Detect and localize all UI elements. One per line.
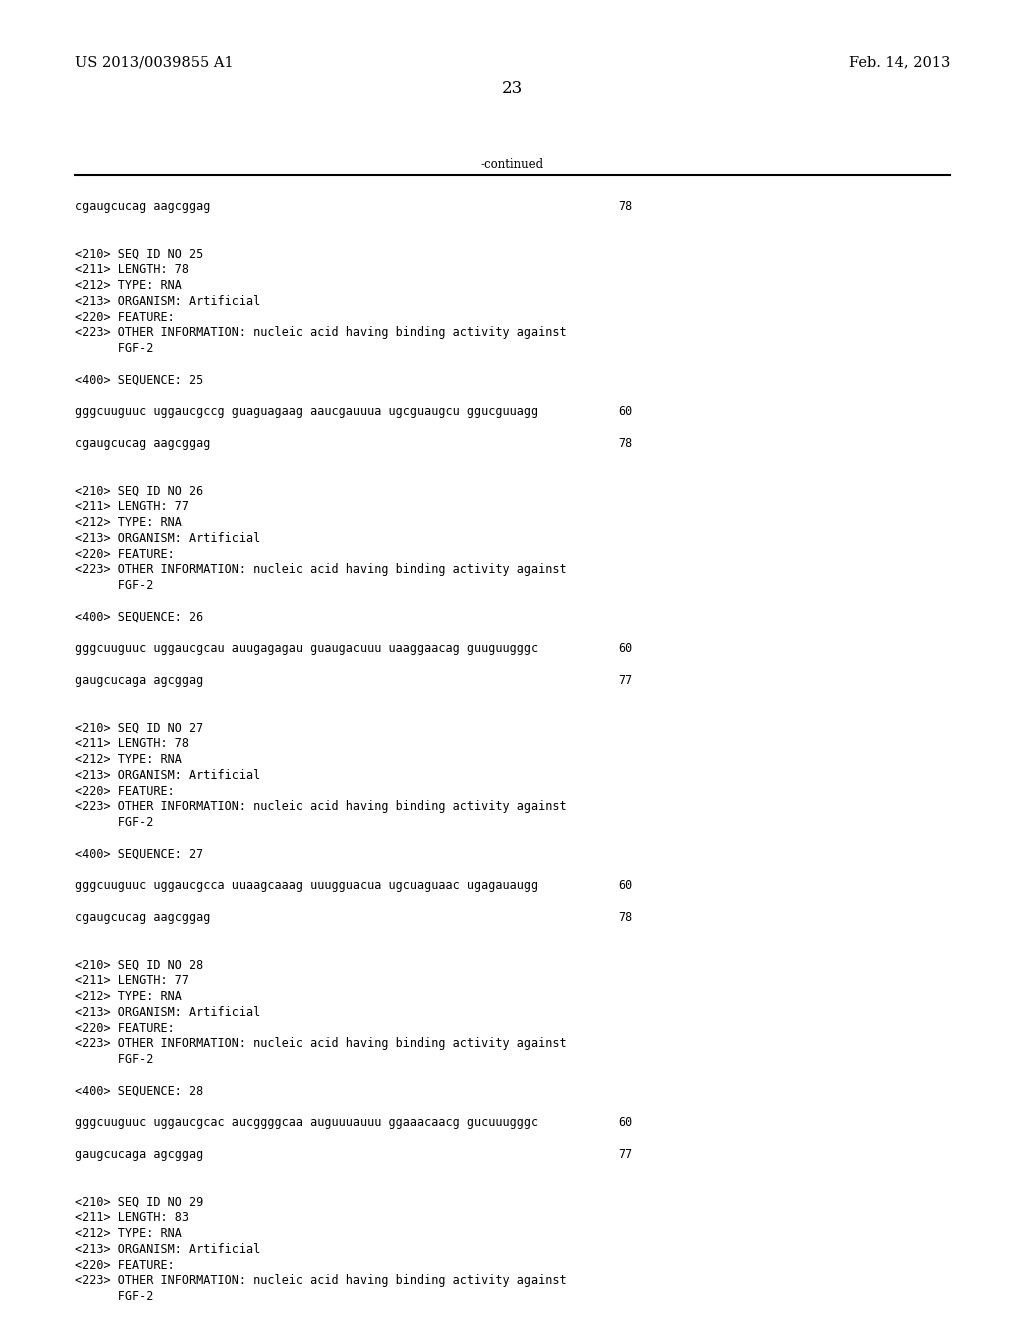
Text: <220> FEATURE:: <220> FEATURE: bbox=[75, 548, 175, 561]
Text: 78: 78 bbox=[618, 911, 632, 924]
Text: 60: 60 bbox=[618, 643, 632, 656]
Text: <400> SEQUENCE: 26: <400> SEQUENCE: 26 bbox=[75, 611, 203, 624]
Text: gggcuuguuc uggaucgccg guaguagaag aaucgauuua ugcguaugcu ggucguuagg: gggcuuguuc uggaucgccg guaguagaag aaucgau… bbox=[75, 405, 539, 418]
Text: gaugcucaga agcggag: gaugcucaga agcggag bbox=[75, 675, 203, 686]
Text: Feb. 14, 2013: Feb. 14, 2013 bbox=[849, 55, 950, 69]
Text: <220> FEATURE:: <220> FEATURE: bbox=[75, 1022, 175, 1035]
Text: <210> SEQ ID NO 29: <210> SEQ ID NO 29 bbox=[75, 1196, 203, 1208]
Text: <211> LENGTH: 83: <211> LENGTH: 83 bbox=[75, 1212, 189, 1224]
Text: <211> LENGTH: 77: <211> LENGTH: 77 bbox=[75, 974, 189, 987]
Text: 60: 60 bbox=[618, 1117, 632, 1130]
Text: gggcuuguuc uggaucgcac aucggggcaa auguuuauuu ggaaacaacg gucuuugggc: gggcuuguuc uggaucgcac aucggggcaa auguuua… bbox=[75, 1117, 539, 1130]
Text: <211> LENGTH: 77: <211> LENGTH: 77 bbox=[75, 500, 189, 513]
Text: FGF-2: FGF-2 bbox=[75, 1053, 154, 1067]
Text: 77: 77 bbox=[618, 1148, 632, 1162]
Text: <212> TYPE: RNA: <212> TYPE: RNA bbox=[75, 752, 182, 766]
Text: <223> OTHER INFORMATION: nucleic acid having binding activity against: <223> OTHER INFORMATION: nucleic acid ha… bbox=[75, 1038, 566, 1051]
Text: 77: 77 bbox=[618, 675, 632, 686]
Text: <213> ORGANISM: Artificial: <213> ORGANISM: Artificial bbox=[75, 294, 260, 308]
Text: <212> TYPE: RNA: <212> TYPE: RNA bbox=[75, 279, 182, 292]
Text: FGF-2: FGF-2 bbox=[75, 1290, 154, 1303]
Text: <212> TYPE: RNA: <212> TYPE: RNA bbox=[75, 516, 182, 529]
Text: <210> SEQ ID NO 28: <210> SEQ ID NO 28 bbox=[75, 958, 203, 972]
Text: <212> TYPE: RNA: <212> TYPE: RNA bbox=[75, 990, 182, 1003]
Text: <212> TYPE: RNA: <212> TYPE: RNA bbox=[75, 1228, 182, 1239]
Text: FGF-2: FGF-2 bbox=[75, 816, 154, 829]
Text: gggcuuguuc uggaucgcau auugagagau guaugacuuu uaaggaacag guuguugggc: gggcuuguuc uggaucgcau auugagagau guaugac… bbox=[75, 643, 539, 656]
Text: cgaugcucag aagcggag: cgaugcucag aagcggag bbox=[75, 911, 210, 924]
Text: gggcuuguuc uggaucgcca uuaagcaaag uuugguacua ugcuaguaac ugagauaugg: gggcuuguuc uggaucgcca uuaagcaaag uuuggua… bbox=[75, 879, 539, 892]
Text: 78: 78 bbox=[618, 437, 632, 450]
Text: <400> SEQUENCE: 27: <400> SEQUENCE: 27 bbox=[75, 847, 203, 861]
Text: cgaugcucag aagcggag: cgaugcucag aagcggag bbox=[75, 201, 210, 213]
Text: <211> LENGTH: 78: <211> LENGTH: 78 bbox=[75, 263, 189, 276]
Text: <213> ORGANISM: Artificial: <213> ORGANISM: Artificial bbox=[75, 768, 260, 781]
Text: <223> OTHER INFORMATION: nucleic acid having binding activity against: <223> OTHER INFORMATION: nucleic acid ha… bbox=[75, 800, 566, 813]
Text: <210> SEQ ID NO 26: <210> SEQ ID NO 26 bbox=[75, 484, 203, 498]
Text: <210> SEQ ID NO 25: <210> SEQ ID NO 25 bbox=[75, 247, 203, 260]
Text: <211> LENGTH: 78: <211> LENGTH: 78 bbox=[75, 737, 189, 750]
Text: -continued: -continued bbox=[480, 158, 544, 172]
Text: US 2013/0039855 A1: US 2013/0039855 A1 bbox=[75, 55, 233, 69]
Text: <213> ORGANISM: Artificial: <213> ORGANISM: Artificial bbox=[75, 1243, 260, 1255]
Text: <223> OTHER INFORMATION: nucleic acid having binding activity against: <223> OTHER INFORMATION: nucleic acid ha… bbox=[75, 564, 566, 577]
Text: <400> SEQUENCE: 28: <400> SEQUENCE: 28 bbox=[75, 1085, 203, 1098]
Text: <223> OTHER INFORMATION: nucleic acid having binding activity against: <223> OTHER INFORMATION: nucleic acid ha… bbox=[75, 326, 566, 339]
Text: <400> SEQUENCE: 25: <400> SEQUENCE: 25 bbox=[75, 374, 203, 387]
Text: <220> FEATURE:: <220> FEATURE: bbox=[75, 784, 175, 797]
Text: 78: 78 bbox=[618, 201, 632, 213]
Text: <220> FEATURE:: <220> FEATURE: bbox=[75, 310, 175, 323]
Text: <223> OTHER INFORMATION: nucleic acid having binding activity against: <223> OTHER INFORMATION: nucleic acid ha… bbox=[75, 1274, 566, 1287]
Text: 23: 23 bbox=[502, 81, 522, 96]
Text: <213> ORGANISM: Artificial: <213> ORGANISM: Artificial bbox=[75, 1006, 260, 1019]
Text: 60: 60 bbox=[618, 879, 632, 892]
Text: <213> ORGANISM: Artificial: <213> ORGANISM: Artificial bbox=[75, 532, 260, 545]
Text: 60: 60 bbox=[618, 405, 632, 418]
Text: <220> FEATURE:: <220> FEATURE: bbox=[75, 1258, 175, 1271]
Text: <210> SEQ ID NO 27: <210> SEQ ID NO 27 bbox=[75, 722, 203, 734]
Text: gaugcucaga agcggag: gaugcucaga agcggag bbox=[75, 1148, 203, 1162]
Text: FGF-2: FGF-2 bbox=[75, 342, 154, 355]
Text: cgaugcucag aagcggag: cgaugcucag aagcggag bbox=[75, 437, 210, 450]
Text: FGF-2: FGF-2 bbox=[75, 579, 154, 593]
